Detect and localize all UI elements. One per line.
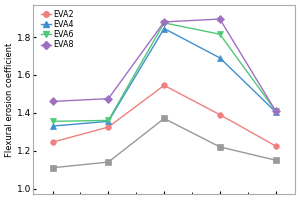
- Legend: EVA2, EVA4, EVA6, EVA8: EVA2, EVA4, EVA6, EVA8: [40, 9, 75, 50]
- Y-axis label: Flexural erosion coefficient: Flexural erosion coefficient: [5, 42, 14, 157]
